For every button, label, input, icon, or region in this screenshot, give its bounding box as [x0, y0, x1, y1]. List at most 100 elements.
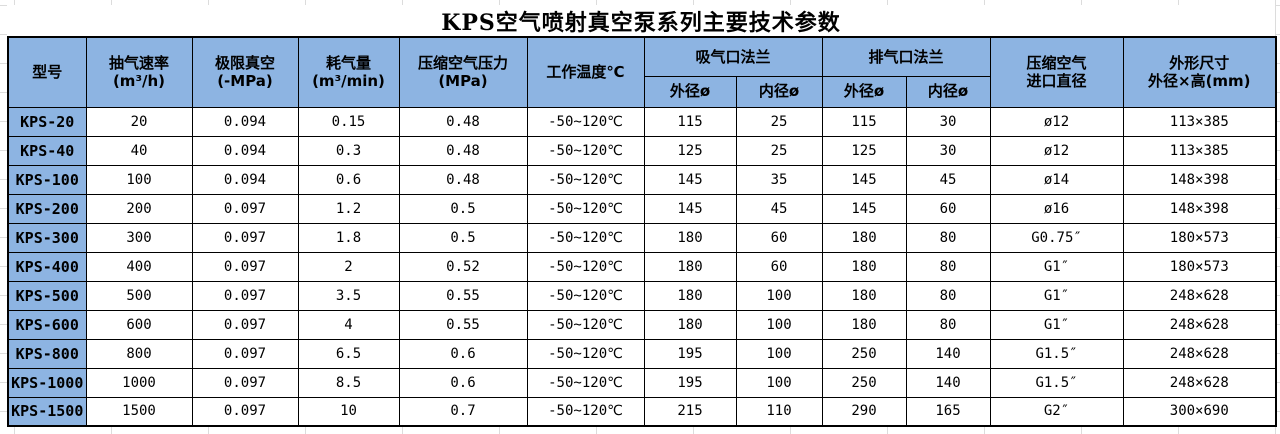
data-cell[interactable]: 20 — [85, 106, 193, 137]
data-cell[interactable]: ø14 — [989, 164, 1124, 195]
model-cell[interactable]: KPS-1500 — [7, 396, 87, 427]
data-cell[interactable]: 25 — [735, 135, 823, 166]
data-cell[interactable]: 248×628 — [1122, 338, 1277, 369]
data-cell[interactable]: 0.55 — [398, 309, 528, 340]
data-cell[interactable]: 1.8 — [297, 222, 400, 253]
model-cell[interactable]: KPS-600 — [7, 309, 87, 340]
data-cell[interactable]: 0.5 — [398, 222, 528, 253]
data-cell[interactable]: 145 — [643, 164, 737, 195]
model-cell[interactable]: KPS-300 — [7, 222, 87, 253]
data-cell[interactable]: G0.75″ — [989, 222, 1124, 253]
data-cell[interactable]: 180 — [821, 280, 907, 311]
data-cell[interactable]: 0.48 — [398, 135, 528, 166]
data-cell[interactable]: 30 — [905, 135, 991, 166]
data-cell[interactable]: 0.094 — [191, 135, 299, 166]
data-cell[interactable]: 6.5 — [297, 338, 400, 369]
data-cell[interactable]: 1500 — [85, 396, 193, 427]
data-cell[interactable]: 180 — [821, 222, 907, 253]
data-cell[interactable]: 0.6 — [398, 367, 528, 398]
data-cell[interactable]: 8.5 — [297, 367, 400, 398]
data-cell[interactable]: 250 — [821, 338, 907, 369]
data-cell[interactable]: 148×398 — [1122, 164, 1277, 195]
data-cell[interactable]: 248×628 — [1122, 280, 1277, 311]
data-cell[interactable]: 215 — [643, 396, 737, 427]
data-cell[interactable]: 1000 — [85, 367, 193, 398]
data-cell[interactable]: 125 — [643, 135, 737, 166]
data-cell[interactable]: -50~120℃ — [526, 280, 645, 311]
data-cell[interactable]: ø16 — [989, 193, 1124, 224]
data-cell[interactable]: 0.7 — [398, 396, 528, 427]
data-cell[interactable]: 80 — [905, 280, 991, 311]
data-cell[interactable]: 10 — [297, 396, 400, 427]
model-cell[interactable]: KPS-400 — [7, 251, 87, 282]
data-cell[interactable]: 0.6 — [297, 164, 400, 195]
data-cell[interactable]: 0.097 — [191, 251, 299, 282]
data-cell[interactable]: ø12 — [989, 106, 1124, 137]
model-cell[interactable]: KPS-800 — [7, 338, 87, 369]
data-cell[interactable]: 80 — [905, 251, 991, 282]
data-cell[interactable]: 165 — [905, 396, 991, 427]
data-cell[interactable]: 500 — [85, 280, 193, 311]
data-cell[interactable]: 113×385 — [1122, 106, 1277, 137]
data-cell[interactable]: 35 — [735, 164, 823, 195]
data-cell[interactable]: 0.48 — [398, 164, 528, 195]
model-cell[interactable]: KPS-100 — [7, 164, 87, 195]
data-cell[interactable]: 180 — [643, 309, 737, 340]
data-cell[interactable]: 145 — [643, 193, 737, 224]
data-cell[interactable]: -50~120℃ — [526, 338, 645, 369]
data-cell[interactable]: 0.097 — [191, 222, 299, 253]
data-cell[interactable]: 248×628 — [1122, 367, 1277, 398]
data-cell[interactable]: -50~120℃ — [526, 193, 645, 224]
data-cell[interactable]: 60 — [905, 193, 991, 224]
data-cell[interactable]: 100 — [735, 280, 823, 311]
model-cell[interactable]: KPS-1000 — [7, 367, 87, 398]
data-cell[interactable]: 180 — [821, 309, 907, 340]
data-cell[interactable]: G1.5″ — [989, 338, 1124, 369]
data-cell[interactable]: 100 — [85, 164, 193, 195]
data-cell[interactable]: 0.6 — [398, 338, 528, 369]
data-cell[interactable]: 400 — [85, 251, 193, 282]
data-cell[interactable]: 4 — [297, 309, 400, 340]
data-cell[interactable]: 140 — [905, 367, 991, 398]
data-cell[interactable]: G1″ — [989, 251, 1124, 282]
data-cell[interactable]: 0.55 — [398, 280, 528, 311]
data-cell[interactable]: 195 — [643, 338, 737, 369]
data-cell[interactable]: 45 — [735, 193, 823, 224]
data-cell[interactable]: 0.097 — [191, 309, 299, 340]
data-cell[interactable]: 60 — [735, 251, 823, 282]
data-cell[interactable]: 45 — [905, 164, 991, 195]
data-cell[interactable]: 125 — [821, 135, 907, 166]
data-cell[interactable]: G2″ — [989, 396, 1124, 427]
data-cell[interactable]: -50~120℃ — [526, 135, 645, 166]
model-cell[interactable]: KPS-20 — [7, 106, 87, 137]
data-cell[interactable]: 200 — [85, 193, 193, 224]
data-cell[interactable]: 0.097 — [191, 367, 299, 398]
data-cell[interactable]: 180 — [821, 251, 907, 282]
data-cell[interactable]: 180 — [643, 280, 737, 311]
data-cell[interactable]: 180×573 — [1122, 251, 1277, 282]
data-cell[interactable]: 100 — [735, 338, 823, 369]
data-cell[interactable]: 80 — [905, 222, 991, 253]
model-cell[interactable]: KPS-40 — [7, 135, 87, 166]
data-cell[interactable]: 3.5 — [297, 280, 400, 311]
data-cell[interactable]: 600 — [85, 309, 193, 340]
data-cell[interactable]: G1″ — [989, 309, 1124, 340]
data-cell[interactable]: 0.3 — [297, 135, 400, 166]
data-cell[interactable]: 0.15 — [297, 106, 400, 137]
model-cell[interactable]: KPS-200 — [7, 193, 87, 224]
data-cell[interactable]: 1.2 — [297, 193, 400, 224]
data-cell[interactable]: 300 — [85, 222, 193, 253]
data-cell[interactable]: 145 — [821, 164, 907, 195]
data-cell[interactable]: G1.5″ — [989, 367, 1124, 398]
data-cell[interactable]: -50~120℃ — [526, 367, 645, 398]
data-cell[interactable]: G1″ — [989, 280, 1124, 311]
data-cell[interactable]: 0.097 — [191, 396, 299, 427]
data-cell[interactable]: 300×690 — [1122, 396, 1277, 427]
data-cell[interactable]: 115 — [643, 106, 737, 137]
data-cell[interactable]: -50~120℃ — [526, 106, 645, 137]
data-cell[interactable]: 250 — [821, 367, 907, 398]
data-cell[interactable]: 180×573 — [1122, 222, 1277, 253]
data-cell[interactable]: 115 — [821, 106, 907, 137]
data-cell[interactable]: 248×628 — [1122, 309, 1277, 340]
data-cell[interactable]: 30 — [905, 106, 991, 137]
